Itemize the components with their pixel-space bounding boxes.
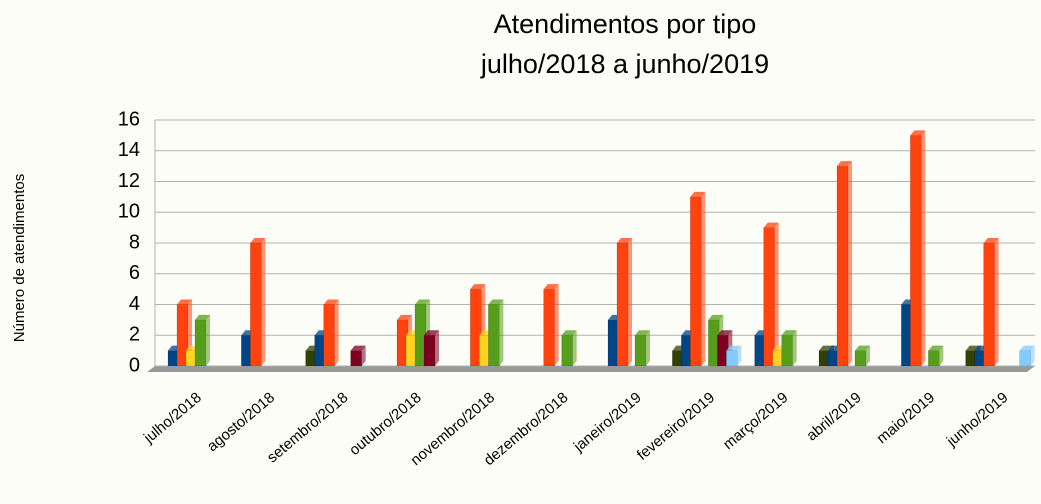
bar-side <box>848 161 852 366</box>
chart: Atendimentos por tipo julho/2018 a junho… <box>0 0 1041 504</box>
x-tick-label: março/2019 <box>720 389 792 453</box>
bar <box>424 335 435 366</box>
bar-side <box>921 130 925 366</box>
y-tick-label: 14 <box>118 139 140 161</box>
bar-side <box>646 330 650 366</box>
bar <box>984 243 995 366</box>
y-tick-label: 0 <box>129 354 140 376</box>
bar <box>855 351 866 366</box>
y-tick-label: 6 <box>129 262 140 284</box>
bar <box>726 351 737 366</box>
bar <box>617 243 628 366</box>
x-tick-label: maio/2019 <box>874 389 939 447</box>
bar-side <box>628 238 632 366</box>
x-tick-label: outubro/2018 <box>346 389 425 459</box>
y-tick-label: 10 <box>118 201 140 223</box>
bar <box>690 197 701 366</box>
bar-side <box>261 238 265 366</box>
bar <box>562 335 573 366</box>
bar-side <box>435 330 439 366</box>
bar <box>544 289 555 366</box>
bar-side <box>995 238 999 366</box>
bar <box>250 243 261 366</box>
chart-title: Atendimentos por tipo <box>494 9 757 39</box>
x-tick-label: janeiro/2019 <box>570 389 645 456</box>
y-tick-label: 12 <box>118 170 140 192</box>
bar <box>928 351 939 366</box>
bar <box>195 320 206 366</box>
bar <box>1020 351 1031 366</box>
bar <box>837 166 848 366</box>
x-tick-label: julho/2018 <box>140 389 205 447</box>
y-tick-label: 16 <box>118 108 140 130</box>
bar <box>351 351 362 366</box>
bar-side <box>775 223 779 366</box>
bar <box>324 305 335 367</box>
bar-side <box>206 315 210 366</box>
x-tick-label: junho/2019 <box>943 389 1012 450</box>
y-tick-label: 8 <box>129 231 140 253</box>
y-tick-label: 4 <box>129 293 140 315</box>
bar <box>764 228 775 366</box>
x-tick-label: abril/2019 <box>803 389 864 444</box>
bar-side <box>793 330 797 366</box>
bar <box>635 335 646 366</box>
chart-subtitle: julho/2018 a junho/2019 <box>480 49 769 79</box>
x-tick-label: setembro/2018 <box>264 389 352 466</box>
y-tick-label: 2 <box>129 324 140 346</box>
bar <box>910 135 921 366</box>
x-tick-label: fevereiro/2019 <box>634 389 718 464</box>
floor <box>147 366 1035 372</box>
bar <box>782 335 793 366</box>
bar-side <box>499 300 503 367</box>
y-axis-label: Número de atendimentos <box>11 174 28 342</box>
bar <box>488 305 499 367</box>
bar-side <box>555 284 559 366</box>
x-tick-label: agosto/2018 <box>204 389 278 455</box>
bar-side <box>573 330 577 366</box>
bar-side <box>335 300 339 367</box>
bar-side <box>701 192 705 366</box>
